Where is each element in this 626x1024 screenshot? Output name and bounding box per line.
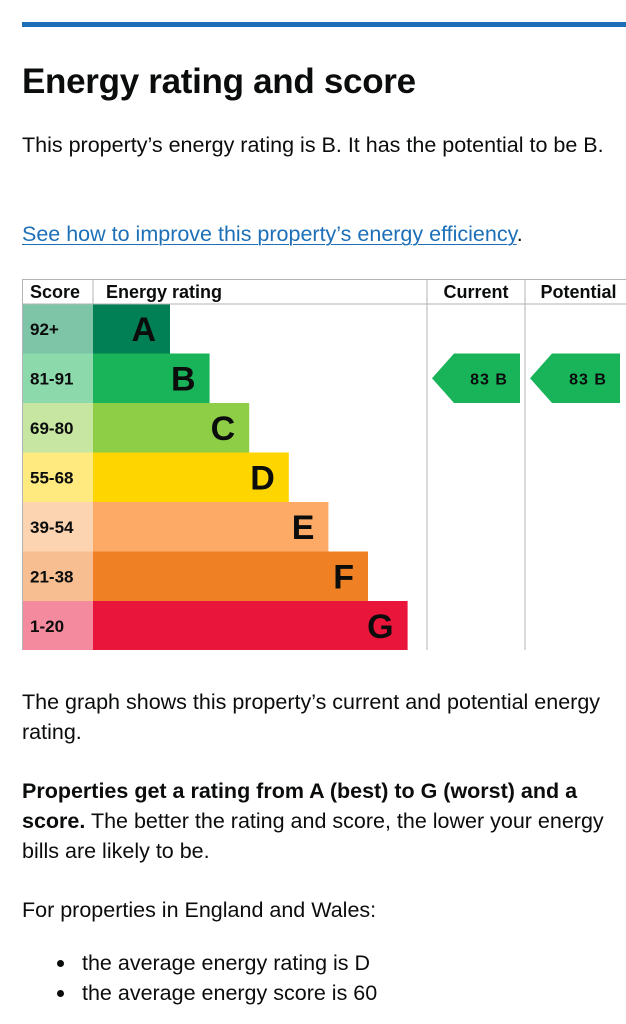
band-letter-g: G: [367, 608, 393, 646]
band-score-cell-b: [22, 353, 93, 403]
energy-rating-chart: Score Energy rating Current Potential 92+ A 81…: [22, 279, 626, 650]
rating-explanation-bold: Properties get a rating from A (best) to…: [22, 779, 578, 833]
band-score-label-f: 21-38: [30, 567, 73, 586]
band-score-cell-f: [22, 551, 93, 601]
band-bar-f: [93, 551, 368, 601]
graph-description: The graph shows this property’s current …: [22, 690, 601, 744]
improve-efficiency-link[interactable]: See how to improve this property’s energ…: [22, 222, 517, 246]
band-score-cell-g: [22, 601, 93, 650]
rating-explanation: Properties get a rating from A (best) to…: [22, 776, 622, 866]
band-score-cell-e: [22, 502, 93, 552]
band-score-label-e: 39-54: [30, 518, 74, 537]
band-score-label-c: 69-80: [30, 419, 73, 438]
band-bar-a: [93, 304, 170, 354]
band-bar-d: [93, 452, 289, 502]
band-letter-b: B: [171, 360, 196, 398]
energy-rating-summary: This property’s energy rating is B. It h…: [22, 133, 604, 157]
potential-rating-arrow: [530, 353, 620, 403]
average-rating-item: the average energy rating is D: [22, 948, 377, 978]
band-score-label-a: 92+: [30, 320, 59, 339]
rating-explanation-rest: The better the rating and score, the low…: [22, 809, 604, 863]
band-score-cell-d: [22, 452, 93, 502]
average-score-item: the average energy score is 60: [22, 978, 377, 1008]
band-score-label-g: 1-20: [30, 617, 64, 636]
band-bar-c: [93, 403, 250, 453]
band-score-cell-c: [22, 403, 93, 453]
band-letter-c: C: [211, 410, 236, 448]
band-letter-d: D: [250, 459, 275, 497]
page-title: Energy rating and score: [22, 62, 416, 101]
averages-list: the average energy rating is D the avera…: [22, 948, 377, 1008]
band-bar-e: [93, 502, 329, 552]
header-energy-rating: Energy rating: [106, 282, 222, 302]
band-score-label-b: 81-91: [30, 369, 73, 388]
band-letter-e: E: [292, 509, 315, 547]
band-bar-g: [93, 601, 408, 650]
energy-rating-graph: Score Energy rating Current Potential 92+ A 81…: [22, 279, 626, 650]
band-bar-b: [93, 353, 210, 403]
improve-efficiency-paragraph: See how to improve this property’s energ…: [22, 219, 622, 249]
potential-rating-label: 83 B: [569, 371, 607, 388]
link-suffix: .: [516, 222, 523, 246]
band-score-label-d: 55-68: [30, 468, 73, 487]
header-score: Score: [30, 282, 80, 302]
current-rating-arrow: [432, 353, 520, 403]
band-letter-a: A: [131, 311, 156, 349]
header-potential: Potential: [540, 282, 616, 302]
header-current: Current: [443, 282, 508, 302]
current-rating-label: 83 B: [470, 371, 508, 388]
england-wales-text: For properties in England and Wales:: [22, 898, 377, 922]
band-letter-f: F: [333, 558, 354, 596]
band-score-cell-a: [22, 304, 93, 354]
top-border: [22, 22, 626, 27]
